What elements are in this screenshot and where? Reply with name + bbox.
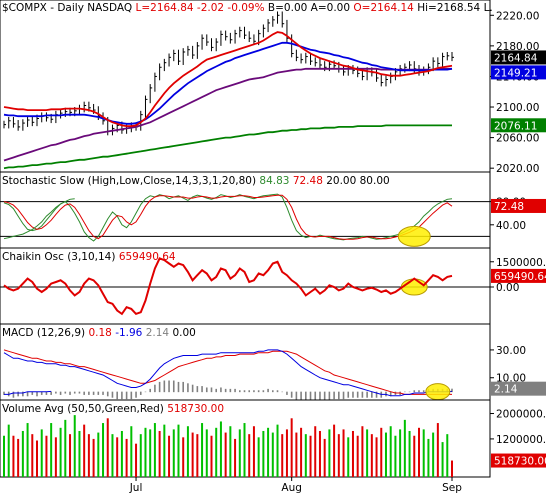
volume-title: Volume Avg <box>2 403 64 415</box>
volume-label-bg <box>491 453 546 468</box>
legend-last: L=2164.84 <box>135 2 193 14</box>
ma-red-line <box>3 31 453 127</box>
volume-label: 518730.00 <box>494 456 546 468</box>
legend-b: B=0.00 <box>268 2 307 14</box>
legend-high: Hi=2168.54 <box>417 2 480 14</box>
macd-value: 0.18 <box>88 327 111 339</box>
x-axis: Jul Aug Sep <box>129 477 462 494</box>
volume-tick-label: 2000000.00 <box>496 409 546 421</box>
chaikin-title: Chaikin Osc <box>2 251 64 263</box>
stoch-params: (High,Low,Close,14,3,3,1,20,80) <box>88 175 256 187</box>
ma-green-line <box>3 124 452 170</box>
price-blue-label: 2149.21 <box>494 67 537 79</box>
x-tick-label: Sep <box>442 482 462 494</box>
volume-value: 518730.00 <box>167 403 224 415</box>
price-tick-label: 2100.00 <box>496 102 539 114</box>
macd-hist-label-bg <box>491 381 546 396</box>
price-legend: $COMPX - Daily NASDAQ L=2164.84 -2.02 -0… <box>2 2 493 14</box>
chaikin-panel: Chaikin Osc (3,10,14) 659490.64 1500000.… <box>0 247 546 325</box>
price-tick-label: 2220.00 <box>496 10 539 22</box>
volume-legend: Volume Avg (50,50,Green,Red) 518730.00 <box>2 403 224 415</box>
legend-a: A=0.00 <box>311 2 350 14</box>
macd-title: MACD <box>2 327 33 339</box>
price-last-label: 2164.84 <box>494 52 538 64</box>
price-blue-label-bg <box>491 65 546 80</box>
macd-hist-label: 2.14 <box>494 384 518 396</box>
macd-line-over <box>4 390 52 395</box>
legend-suffix: L. <box>484 2 493 14</box>
stochastic-panel: Stochastic Slow (High,Low,Close,14,3,3,1… <box>0 171 546 249</box>
price-tick-label: 2020.00 <box>496 163 539 175</box>
macd-params: (12,26,9) <box>37 327 85 339</box>
price-green-label-bg <box>491 118 546 133</box>
chaikin-highlight <box>400 278 428 296</box>
stoch-title: Stochastic Slow <box>2 175 85 187</box>
price-last-label-bg <box>491 50 546 65</box>
volume-params: (50,50,Green,Red) <box>67 403 164 415</box>
stoch-highlight <box>397 225 431 247</box>
price-tick-label: 2180.00 <box>496 41 539 53</box>
stoch-tick-label: 40.00 <box>496 220 526 232</box>
chaikin-tick-label: 1500000.00 <box>496 257 546 269</box>
chaikin-legend: Chaikin Osc (3,10,14) 659490.64 <box>2 251 176 263</box>
chaikin-label: 659490.64 <box>494 271 546 283</box>
stoch-d-label: 72.48 <box>494 201 524 213</box>
legend-symbol: $COMPX <box>2 2 47 14</box>
ma-purple-line <box>3 67 452 162</box>
stoch-lo: 20.00 <box>326 175 356 187</box>
price-green-label: 2076.11 <box>494 120 537 132</box>
macd-highlight <box>425 383 451 401</box>
macd-legend: MACD (12,26,9) 0.18 -1.96 2.14 0.00 <box>2 327 196 339</box>
stoch-d-value: 72.48 <box>293 175 323 187</box>
stoch-legend: Stochastic Slow (High,Low,Close,14,3,3,1… <box>2 175 390 187</box>
x-tick-label: Aug <box>281 482 302 494</box>
price-panel: $COMPX - Daily NASDAQ L=2164.84 -2.02 -0… <box>0 0 546 175</box>
volume-tick-label: 1200000.00 <box>496 434 546 446</box>
macd-signal-line <box>3 349 452 395</box>
chaikin-line <box>3 257 453 316</box>
volume-panel: Volume Avg (50,50,Green,Red) 518730.00 2… <box>0 399 546 478</box>
macd-hist-value: 2.14 <box>146 327 170 339</box>
legend-change: -2.02 <box>197 2 224 14</box>
x-tick-label: Jul <box>129 482 143 494</box>
stoch-hi: 80.00 <box>360 175 390 187</box>
legend-exchange: NASDAQ <box>87 2 132 14</box>
ma-blue-line <box>3 41 453 125</box>
macd-tick-label: 30.00 <box>496 345 526 357</box>
stoch-k-value: 84.83 <box>259 175 289 187</box>
chaikin-tick-label: 0.00 <box>496 282 519 294</box>
macd-line <box>3 349 453 397</box>
macd-panel: MACD (12,26,9) 0.18 -1.96 2.14 0.00 30.0… <box>0 323 546 402</box>
price-tick-label: 2060.00 <box>496 133 539 145</box>
macd-signal-value: -1.96 <box>115 327 142 339</box>
chaikin-params: (3,10,14) <box>67 251 115 263</box>
macd-zero: 0.00 <box>172 327 195 339</box>
legend-period: Daily <box>57 2 84 14</box>
stoch-d-line <box>3 194 453 240</box>
stoch-k-line-over <box>3 198 75 240</box>
chaikin-label-bg <box>491 268 546 283</box>
legend-change-pct: -0.09% <box>227 2 264 14</box>
stoch-d-label-bg <box>491 198 546 213</box>
legend-open: O=2164.14 <box>353 2 414 14</box>
